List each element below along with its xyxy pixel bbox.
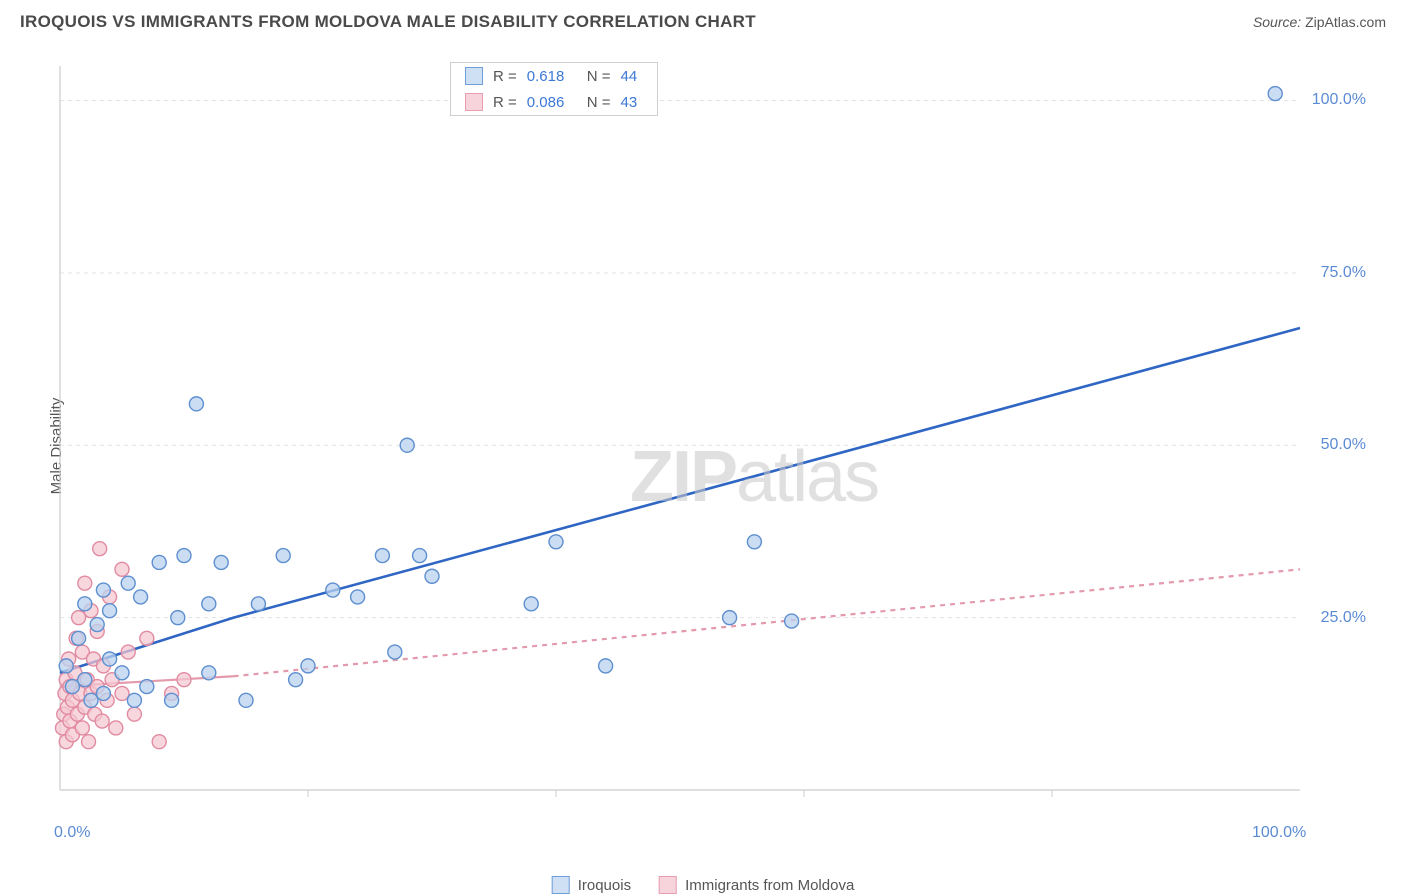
- n-value: 44: [621, 68, 643, 85]
- y-tick-label: 50.0%: [1321, 436, 1366, 454]
- chart-title: IROQUOIS VS IMMIGRANTS FROM MOLDOVA MALE…: [20, 12, 756, 32]
- source-attribution: Source: ZipAtlas.com: [1253, 14, 1386, 30]
- stats-legend: R = 0.618 N = 44 R = 0.086 N = 43: [450, 62, 658, 116]
- legend-item-0: Iroquois: [552, 876, 631, 894]
- r-label: R =: [493, 68, 517, 85]
- y-tick-label: 75.0%: [1321, 264, 1366, 282]
- x-tick-label: 0.0%: [54, 824, 90, 842]
- series-legend: Iroquois Immigrants from Moldova: [552, 876, 855, 894]
- y-tick-label: 25.0%: [1321, 609, 1366, 627]
- source-name: ZipAtlas.com: [1305, 14, 1386, 30]
- legend-label: Iroquois: [578, 877, 631, 894]
- n-label: N =: [587, 94, 611, 111]
- chart-header: IROQUOIS VS IMMIGRANTS FROM MOLDOVA MALE…: [0, 0, 1406, 40]
- legend-item-1: Immigrants from Moldova: [659, 876, 854, 894]
- stats-row-0: R = 0.618 N = 44: [451, 63, 657, 89]
- r-value: 0.086: [527, 94, 577, 111]
- stats-row-1: R = 0.086 N = 43: [451, 89, 657, 115]
- r-label: R =: [493, 94, 517, 111]
- legend-label: Immigrants from Moldova: [685, 877, 854, 894]
- chart-area: ZIPatlas 25.0%50.0%75.0%100.0% 0.0%100.0…: [50, 56, 1370, 836]
- legend-swatch-icon: [659, 876, 677, 894]
- scatter-plot: [50, 56, 1370, 836]
- stats-swatch-icon: [465, 93, 483, 111]
- x-tick-label: 100.0%: [1252, 824, 1306, 842]
- r-value: 0.618: [527, 68, 577, 85]
- stats-swatch-icon: [465, 67, 483, 85]
- legend-swatch-icon: [552, 876, 570, 894]
- n-value: 43: [621, 94, 643, 111]
- source-label: Source:: [1253, 14, 1301, 30]
- y-tick-label: 100.0%: [1312, 91, 1366, 109]
- n-label: N =: [587, 68, 611, 85]
